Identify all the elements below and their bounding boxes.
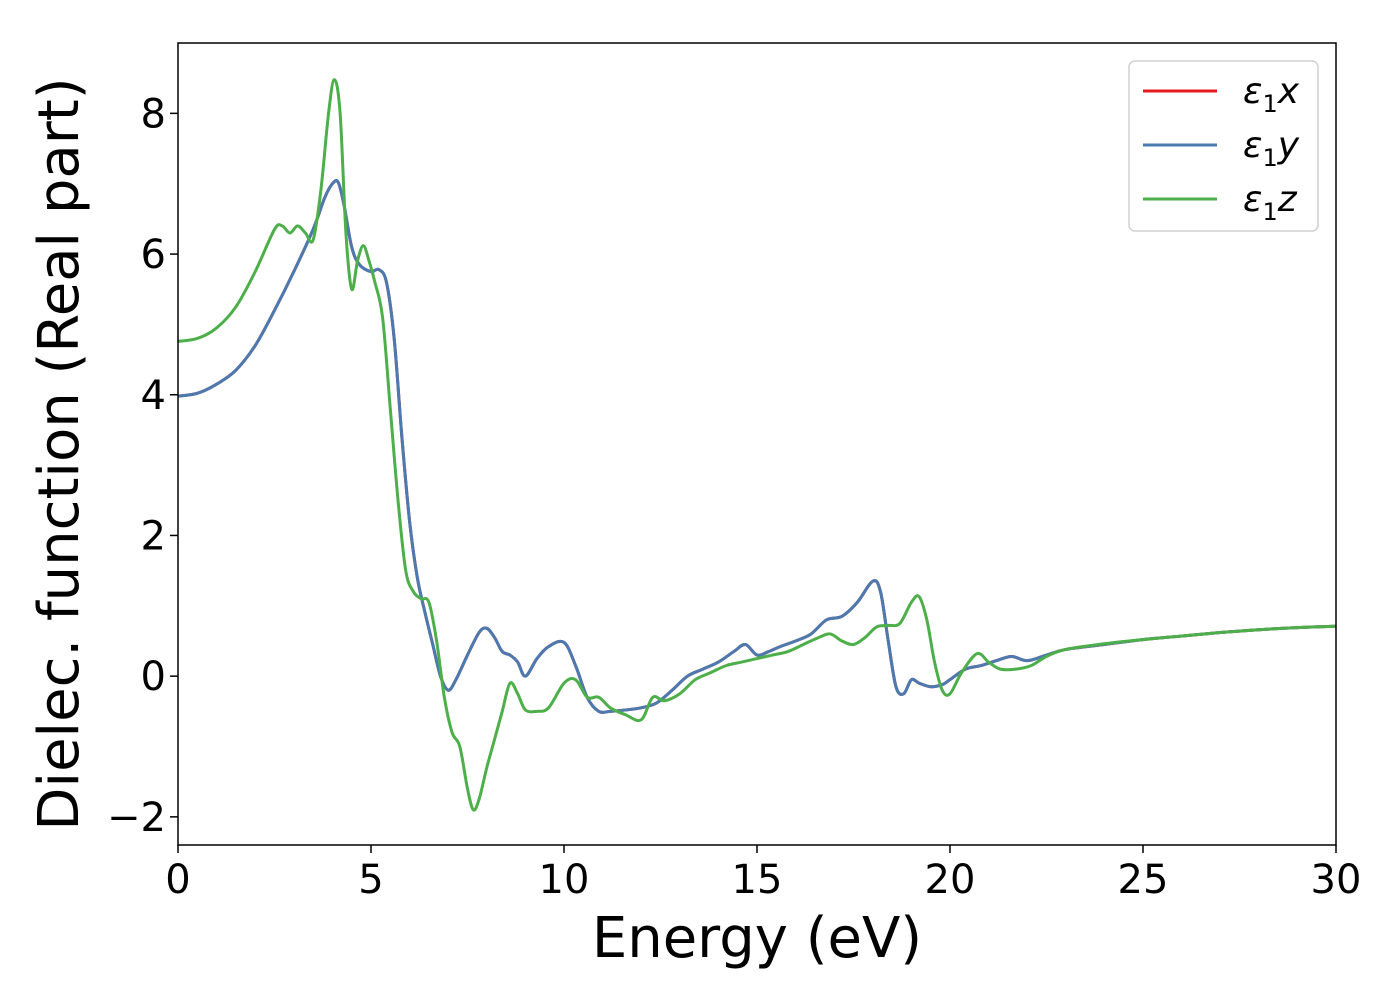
x-tick-label: 25 xyxy=(1118,857,1169,903)
y-tick-label: 2 xyxy=(141,513,166,559)
x-axis: 0 5 10 15 20 25 30 xyxy=(165,845,1361,903)
x-axis-title: Energy (eV) xyxy=(592,906,922,971)
series-line-x xyxy=(178,179,1336,714)
series-layer xyxy=(178,78,1336,812)
legend: ε1x ε1y ε1z xyxy=(1128,60,1319,232)
legend-box xyxy=(1128,60,1319,232)
y-tick-label: −2 xyxy=(107,795,166,841)
y-tick-label: 0 xyxy=(141,654,166,700)
legend-label-y: ε1y xyxy=(1243,125,1300,172)
series-line-y xyxy=(178,179,1336,714)
x-tick-label: 15 xyxy=(732,857,783,903)
series-line-z xyxy=(178,78,1336,812)
y-axis: −2 0 2 4 6 8 xyxy=(107,91,178,841)
legend-label-x: ε1x xyxy=(1243,71,1300,118)
x-tick-label: 30 xyxy=(1311,857,1362,903)
x-tick-label: 10 xyxy=(539,857,590,903)
x-tick-label: 5 xyxy=(358,857,383,903)
y-tick-label: 4 xyxy=(141,373,166,419)
y-tick-label: 6 xyxy=(141,232,166,278)
y-tick-label: 8 xyxy=(141,91,166,137)
legend-label-z: ε1z xyxy=(1243,179,1298,226)
x-tick-label: 0 xyxy=(165,857,190,903)
y-axis-title: Dielec. function (Real part) xyxy=(27,77,92,830)
x-tick-label: 20 xyxy=(925,857,976,903)
